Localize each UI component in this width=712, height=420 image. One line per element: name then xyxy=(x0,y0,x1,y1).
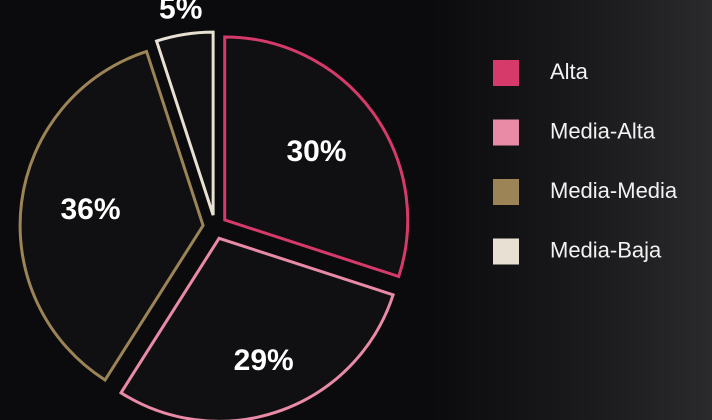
data-label: 29% xyxy=(234,344,294,377)
data-label: 5% xyxy=(159,0,202,26)
legend-label: Media-Alta xyxy=(550,118,656,143)
legend-label: Media-Media xyxy=(550,178,678,203)
legend-swatch xyxy=(493,60,519,86)
chart: 30% 29% 36% 5% Alta Media-Alta Media-Media Med… xyxy=(0,0,712,420)
legend-swatch xyxy=(493,120,519,146)
legend-swatch xyxy=(493,179,519,205)
legend-label: Media-Baja xyxy=(550,237,662,262)
legend-swatch xyxy=(493,239,519,265)
legend-label: Alta xyxy=(550,59,589,84)
data-label: 36% xyxy=(61,193,121,226)
data-label: 30% xyxy=(286,135,346,168)
